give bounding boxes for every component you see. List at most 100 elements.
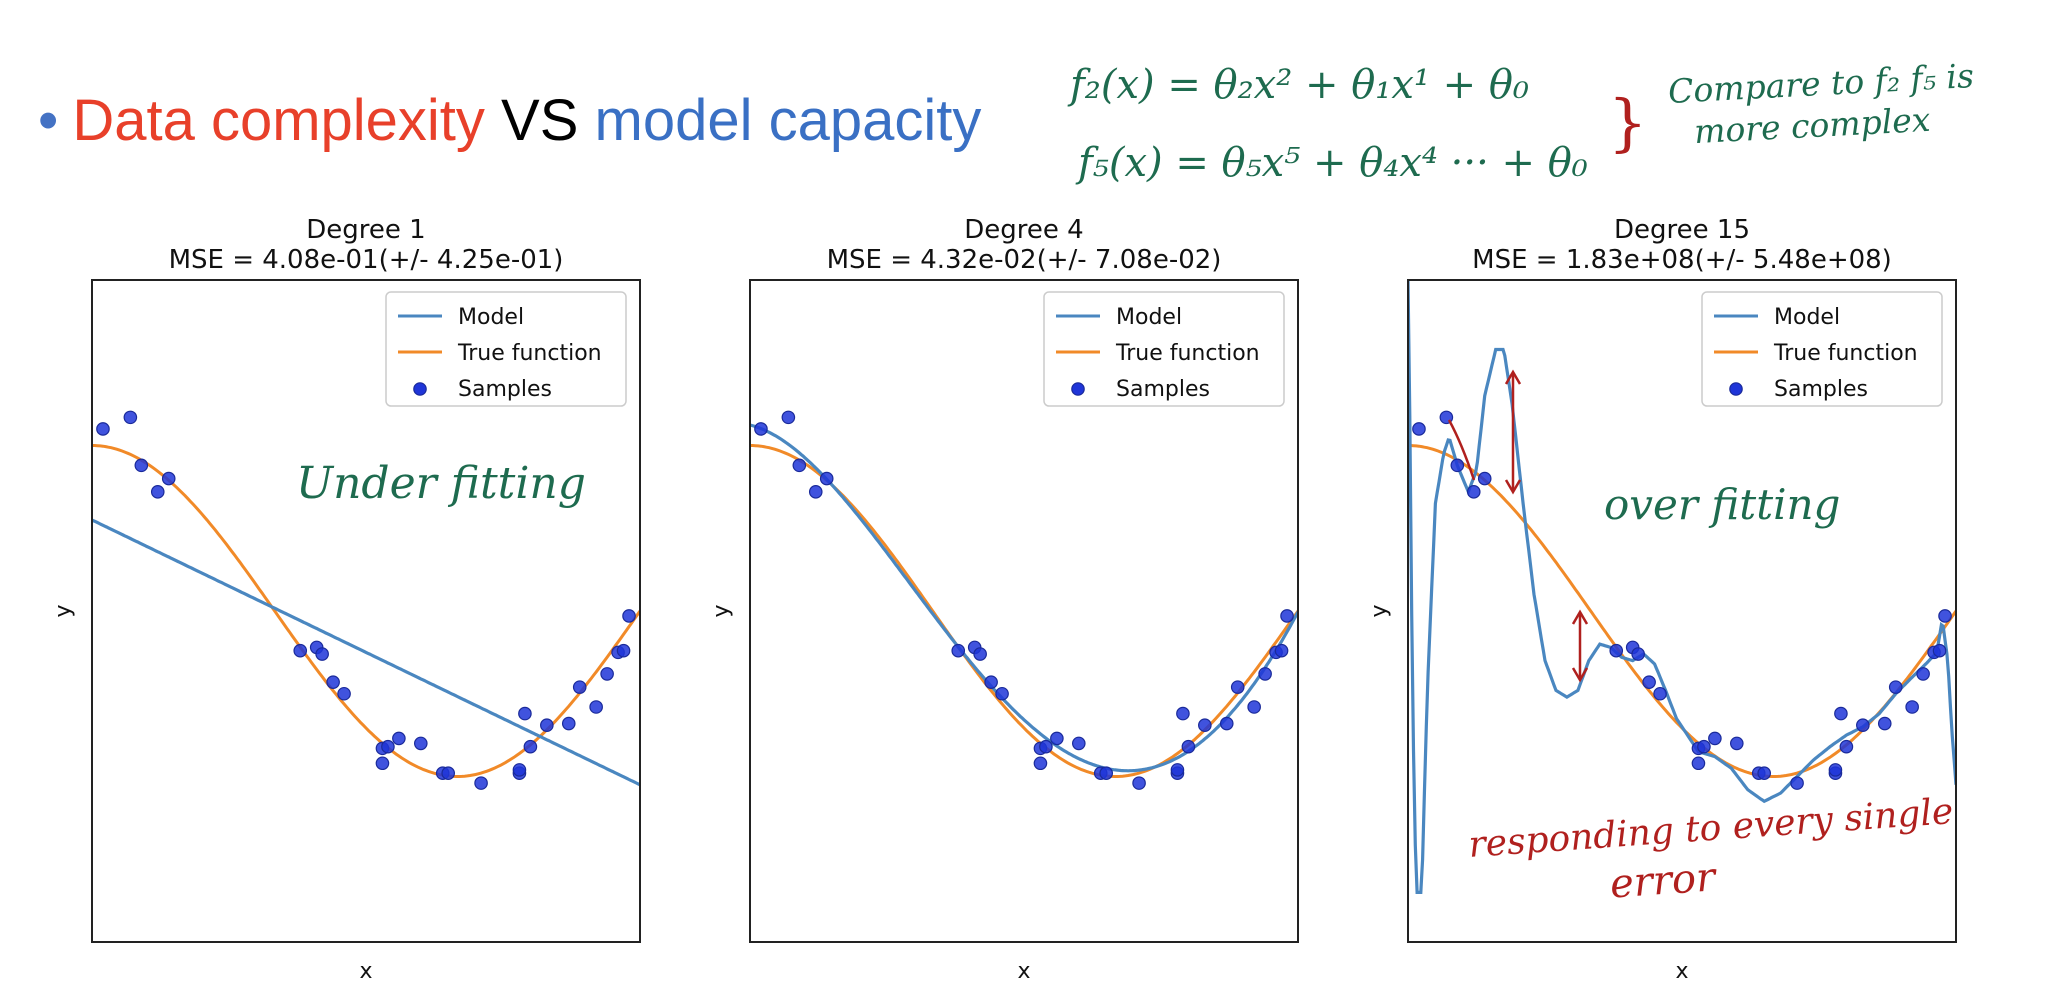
- sample-point: [1708, 731, 1722, 746]
- sample-point: [781, 410, 796, 425]
- chart-title: Degree 1: [306, 215, 425, 245]
- annotation-error-line2: error: [1608, 854, 1717, 908]
- sample-point: [134, 458, 149, 473]
- chart-subtitle: MSE = 4.32e-02(+/- 7.08e-02): [827, 245, 1222, 275]
- sample-point: [600, 667, 614, 681]
- sample-point: [150, 485, 165, 499]
- legend-true-function-label: True function: [1773, 341, 1918, 366]
- sample-point: [1033, 756, 1048, 771]
- sample-point: [1466, 485, 1481, 499]
- chart-title: Degree 4: [964, 215, 1083, 245]
- chart-subtitle: MSE = 1.83e+08(+/- 5.48e+08): [1472, 245, 1892, 275]
- sample-point: [1916, 667, 1930, 681]
- x-axis-label: x: [1017, 959, 1030, 984]
- arrow-head-top: [1504, 369, 1522, 385]
- legend-samples-label: Samples: [458, 377, 552, 402]
- legend-box: [1043, 291, 1285, 407]
- sample-point: [754, 422, 768, 436]
- y-axis-label: y: [51, 604, 76, 617]
- sample-point: [1691, 756, 1706, 771]
- sample-point: [1412, 422, 1426, 436]
- sample-point: [512, 763, 527, 777]
- error-arrow-small: [1447, 419, 1476, 481]
- sample-point: [1834, 706, 1848, 721]
- legend-box: [385, 291, 627, 407]
- heading-model-capacity: model capacity: [594, 88, 982, 153]
- plot-frame: [1407, 279, 1957, 943]
- sample-point: [315, 647, 329, 661]
- legend-samples-swatch: [1071, 382, 1085, 396]
- legend-samples-label: Samples: [1116, 377, 1210, 402]
- sample-point: [1888, 680, 1903, 694]
- y-axis-label: y: [709, 604, 734, 617]
- sample-point: [474, 776, 488, 790]
- sample-point: [808, 485, 823, 499]
- equation-brace: }: [1608, 86, 1648, 159]
- sample-point: [561, 716, 576, 731]
- sample-point: [161, 471, 176, 486]
- legend-samples-swatch: [413, 382, 427, 396]
- error-arrow-peak: [1504, 369, 1522, 495]
- sample-point: [375, 756, 390, 771]
- error-arrow-dip: [1571, 609, 1589, 683]
- sample-point: [523, 739, 538, 754]
- legend-box: [1701, 291, 1943, 407]
- sample-point: [1905, 700, 1919, 714]
- chart-title: Degree 15: [1614, 215, 1750, 245]
- sample-point: [1477, 471, 1492, 486]
- legend-true-function-label: True function: [1115, 341, 1260, 366]
- sample-point: [1132, 776, 1146, 790]
- sample-point: [1247, 700, 1261, 714]
- sample-point: [1697, 739, 1711, 754]
- sample-point: [1653, 686, 1667, 701]
- heading-vs: VS: [484, 88, 595, 153]
- plot-area: [750, 410, 1298, 790]
- sample-point: [1198, 718, 1212, 732]
- legend-samples-swatch: [1729, 382, 1743, 396]
- legend-model-label: Model: [1774, 305, 1840, 330]
- sample-point: [819, 471, 834, 486]
- sample-point: [1730, 736, 1744, 751]
- sample-point: [293, 643, 308, 658]
- arrow-head-bottom: [1504, 479, 1522, 495]
- chart-subtitle: MSE = 4.08e-01(+/- 4.25e-01): [169, 245, 564, 275]
- legend-model-label: Model: [458, 305, 524, 330]
- arrow-head-top: [1571, 609, 1589, 625]
- sample-point: [1828, 763, 1843, 777]
- sample-point: [1877, 716, 1892, 731]
- legend-samples-label: Samples: [1774, 377, 1868, 402]
- slide-heading: • Data complexity VS model capacity: [38, 92, 981, 150]
- sample-point: [1938, 609, 1952, 623]
- legend-true-function-label: True function: [457, 341, 602, 366]
- sample-point: [1450, 458, 1465, 473]
- legend-model-label: Model: [1116, 305, 1182, 330]
- sample-point: [123, 410, 138, 425]
- sample-point: [381, 739, 395, 754]
- sample-point: [616, 643, 631, 658]
- annotation-overfitting: over fitting: [1604, 480, 1841, 529]
- sample-point: [572, 680, 587, 694]
- bullet-dot: •: [38, 88, 59, 153]
- sample-point: [1050, 731, 1064, 746]
- sample-point: [1176, 706, 1190, 721]
- sample-point: [951, 643, 966, 658]
- equation-f5: f₅(x) = θ₅x⁵ + θ₄x⁴ ··· + θ₀: [1078, 140, 1588, 186]
- model-line: [750, 423, 1298, 773]
- sample-point: [1757, 766, 1771, 780]
- sample-point: [1219, 716, 1234, 731]
- heading-data-complexity: Data complexity: [72, 88, 485, 153]
- sample-point: [337, 686, 351, 701]
- sample-point: [1072, 736, 1086, 751]
- sample-point: [1631, 647, 1645, 661]
- sample-point: [1230, 680, 1245, 694]
- plot-area: [92, 410, 640, 790]
- sample-point: [1856, 718, 1870, 732]
- plot-frame: [91, 279, 641, 943]
- sample-point: [1839, 739, 1854, 754]
- sample-point: [1274, 643, 1289, 658]
- sample-point: [326, 675, 340, 689]
